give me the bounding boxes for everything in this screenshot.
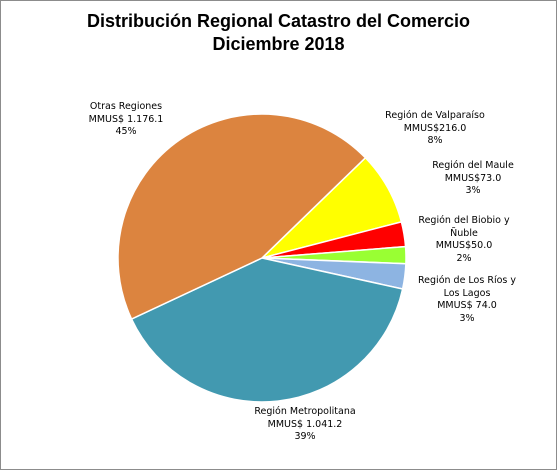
data-label-valparaiso: Región de Valparaíso MMUS$216.0 8% [375,110,495,148]
pie-slice-metropolitana [130,257,404,403]
data-label-otras-regiones: Otras Regiones MMUS$ 1.176.1 45% [70,101,182,139]
slice-label-percent: 39% [294,431,316,442]
slice-label-percent: 2% [456,252,472,264]
data-label-maule: Región del Maule MMUS$73.0 3% [428,160,518,198]
data-label-metropolitana: Región Metropolitana MMUS$ 1.041.2 39% [245,406,365,444]
pie-slice-otras-regiones [117,113,367,321]
slice-label-percent: 3% [459,312,475,324]
slice-label-value: MMUS$73.0 [444,172,502,184]
slice-label-name: Región de Los Ríos y Los Lagos [418,275,516,299]
slice-label-name: Región del Maule [432,160,514,171]
slice-label-value: MMUS$ 1.176.1 [88,113,164,125]
slice-label-name: Región de Valparaíso [385,110,485,121]
slice-label-value: MMUS$216.0 [403,122,467,134]
slice-label-name: Región Metropolitana [254,406,356,417]
chart-subtitle: Diciembre 2018 [212,34,345,54]
slice-label-value: MMUS$ 1.041.2 [267,418,343,430]
slice-label-name: Región del Biobio y Ñuble [418,215,510,239]
slice-label-percent: 3% [465,185,481,196]
data-label-biobio: Región del Biobio y Ñuble MMUS$50.0 2% [412,215,516,265]
chart-title-line: Distribución Regional Catastro del Comer… [86,11,471,31]
slice-label-value: MMUS$ 74.0 [437,300,497,311]
slice-label-value: MMUS$50.0 [435,240,493,251]
slice-label-percent: 8% [427,135,443,146]
chart-title: Distribución Regional Catastro del Comer… [0,10,557,56]
data-label-los-rios: Región de Los Ríos y Los Lagos MMUS$ 74.… [412,275,522,325]
slice-label-name: Otras Regiones [89,101,163,112]
slice-label-percent: 45% [115,126,137,137]
